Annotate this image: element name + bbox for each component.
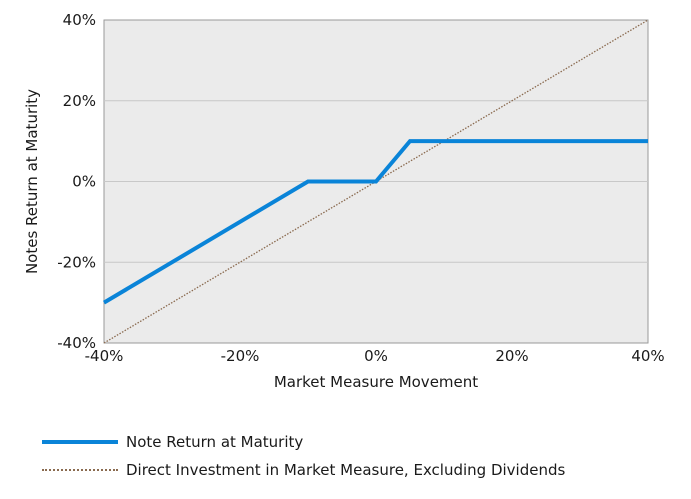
y-tick-label: 40% xyxy=(63,11,96,29)
x-tick-label: 40% xyxy=(631,347,664,365)
legend-item-note-return: Note Return at Maturity xyxy=(42,428,565,456)
x-tick-label: -20% xyxy=(221,347,260,365)
series-lines xyxy=(102,19,649,344)
series-line-note-return xyxy=(102,139,648,305)
y-tick-label: 0% xyxy=(72,173,96,191)
chart: -40% -20% 0% 20% 40% 40% 20% 0% -20% -40% Market… xyxy=(23,11,665,391)
y-tick-label: -40% xyxy=(57,334,96,352)
y-tick-label: 20% xyxy=(63,92,96,110)
x-tick-label: -40% xyxy=(85,347,124,365)
legend-swatch-solid xyxy=(42,440,118,444)
y-axis-title: Notes Return at Maturity xyxy=(23,89,41,274)
y-tick-label: -20% xyxy=(57,253,96,271)
x-tick-label: 0% xyxy=(364,347,388,365)
legend: Note Return at Maturity Direct Investmen… xyxy=(42,428,565,484)
legend-label: Direct Investment in Market Measure, Exc… xyxy=(126,461,566,479)
x-axis-ticks: -40% -20% 0% 20% 40% xyxy=(85,347,665,365)
x-tick-label: 20% xyxy=(495,347,528,365)
legend-item-direct-investment: Direct Investment in Market Measure, Exc… xyxy=(42,456,565,484)
legend-swatch-dotted xyxy=(42,469,118,471)
x-axis-title: Market Measure Movement xyxy=(274,373,478,391)
legend-label: Note Return at Maturity xyxy=(126,433,304,451)
y-axis-ticks: 40% 20% 0% -20% -40% xyxy=(57,11,96,352)
